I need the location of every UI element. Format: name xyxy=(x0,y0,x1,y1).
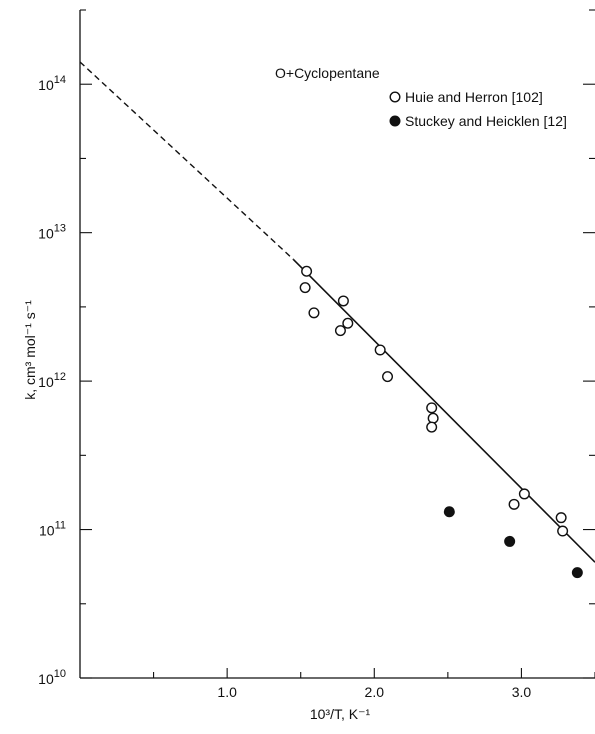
extrapolation-line xyxy=(79,61,294,260)
y-tick-label-14: 1014 xyxy=(38,74,66,93)
point-huie-herron-11 xyxy=(508,498,520,510)
point-huie-herron-2 xyxy=(308,307,320,319)
y-tick-label-13: 1013 xyxy=(38,223,66,242)
x-axis-label: 10³/T, K⁻¹ xyxy=(310,706,371,722)
point-huie-herron-8 xyxy=(426,402,438,414)
x-tick-label-2: 2.0 xyxy=(365,684,385,700)
y-tick-label-10: 1010 xyxy=(38,668,66,687)
y-tick-label-11: 1011 xyxy=(39,520,66,539)
point-huie-herron-6 xyxy=(374,344,386,356)
data-points xyxy=(299,265,583,579)
y-tick-label-12: 1012 xyxy=(38,371,66,390)
point-huie-herron-1 xyxy=(299,282,311,294)
point-huie-herron-12 xyxy=(518,488,530,500)
point-stuckey-heicklen-2 xyxy=(571,567,583,579)
point-huie-herron-4 xyxy=(342,317,354,329)
point-stuckey-heicklen-0 xyxy=(443,506,455,518)
point-huie-herron-10 xyxy=(426,421,438,433)
chart-title: O+Cyclopentane xyxy=(275,65,380,81)
point-huie-herron-14 xyxy=(557,525,569,537)
y-axis-label: k, cm³ mol⁻¹ s⁻¹ xyxy=(22,300,38,400)
legend-label-stuckey-heicklen: Stuckey and Heicklen [12] xyxy=(405,113,567,129)
point-stuckey-heicklen-1 xyxy=(504,535,516,547)
point-huie-herron-3 xyxy=(337,295,349,307)
axes xyxy=(79,10,595,679)
point-huie-herron-13 xyxy=(555,512,567,524)
point-huie-herron-0 xyxy=(301,265,313,277)
point-huie-herron-5 xyxy=(334,325,346,337)
legend-marker-open xyxy=(389,91,401,103)
legend-marker-filled xyxy=(389,115,401,127)
fit-line xyxy=(292,258,595,563)
legend-label-huie-herron: Huie and Herron [102] xyxy=(405,89,543,105)
x-tick-label-1: 1.0 xyxy=(217,684,237,700)
point-huie-herron-9 xyxy=(427,412,439,424)
x-tick-label-3: 3.0 xyxy=(512,684,532,700)
legend: O+Cyclopentane Huie and Herron [102] Stu… xyxy=(275,65,567,129)
point-huie-herron-7 xyxy=(382,371,394,383)
fit-lines xyxy=(79,61,595,563)
